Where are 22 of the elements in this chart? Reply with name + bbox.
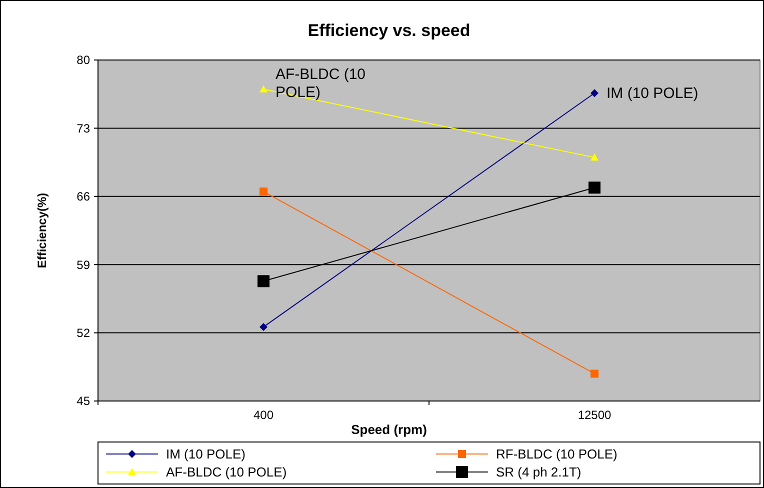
x-tick-label: 12500 bbox=[578, 408, 612, 422]
legend-label: IM (10 POLE) bbox=[166, 446, 246, 462]
y-tick-label: 66 bbox=[76, 190, 90, 204]
legend-label: RF-BLDC (10 POLE) bbox=[496, 446, 618, 462]
y-tick-label: 80 bbox=[76, 53, 90, 68]
legend-label: SR (4 ph 2.1T) bbox=[496, 464, 582, 480]
point bbox=[260, 322, 268, 331]
point bbox=[590, 89, 598, 98]
point bbox=[260, 188, 268, 196]
y-axis-title: Efficiency(%) bbox=[35, 192, 49, 268]
x-axis-title: Speed (rpm) bbox=[351, 422, 427, 437]
legend-label: AF-BLDC (10 POLE) bbox=[166, 464, 287, 480]
point bbox=[258, 275, 270, 288]
annotation: IM (10 POLE) bbox=[606, 85, 698, 102]
y-tick-label: 59 bbox=[76, 258, 90, 272]
point bbox=[588, 182, 600, 194]
y-tick-label: 73 bbox=[76, 121, 90, 136]
point bbox=[590, 370, 598, 378]
y-tick-label: 52 bbox=[76, 326, 90, 340]
x-tick-label: 400 bbox=[253, 408, 274, 422]
chart-title: Efficiency vs. speed bbox=[308, 21, 470, 40]
y-tick-label: 45 bbox=[76, 394, 90, 408]
